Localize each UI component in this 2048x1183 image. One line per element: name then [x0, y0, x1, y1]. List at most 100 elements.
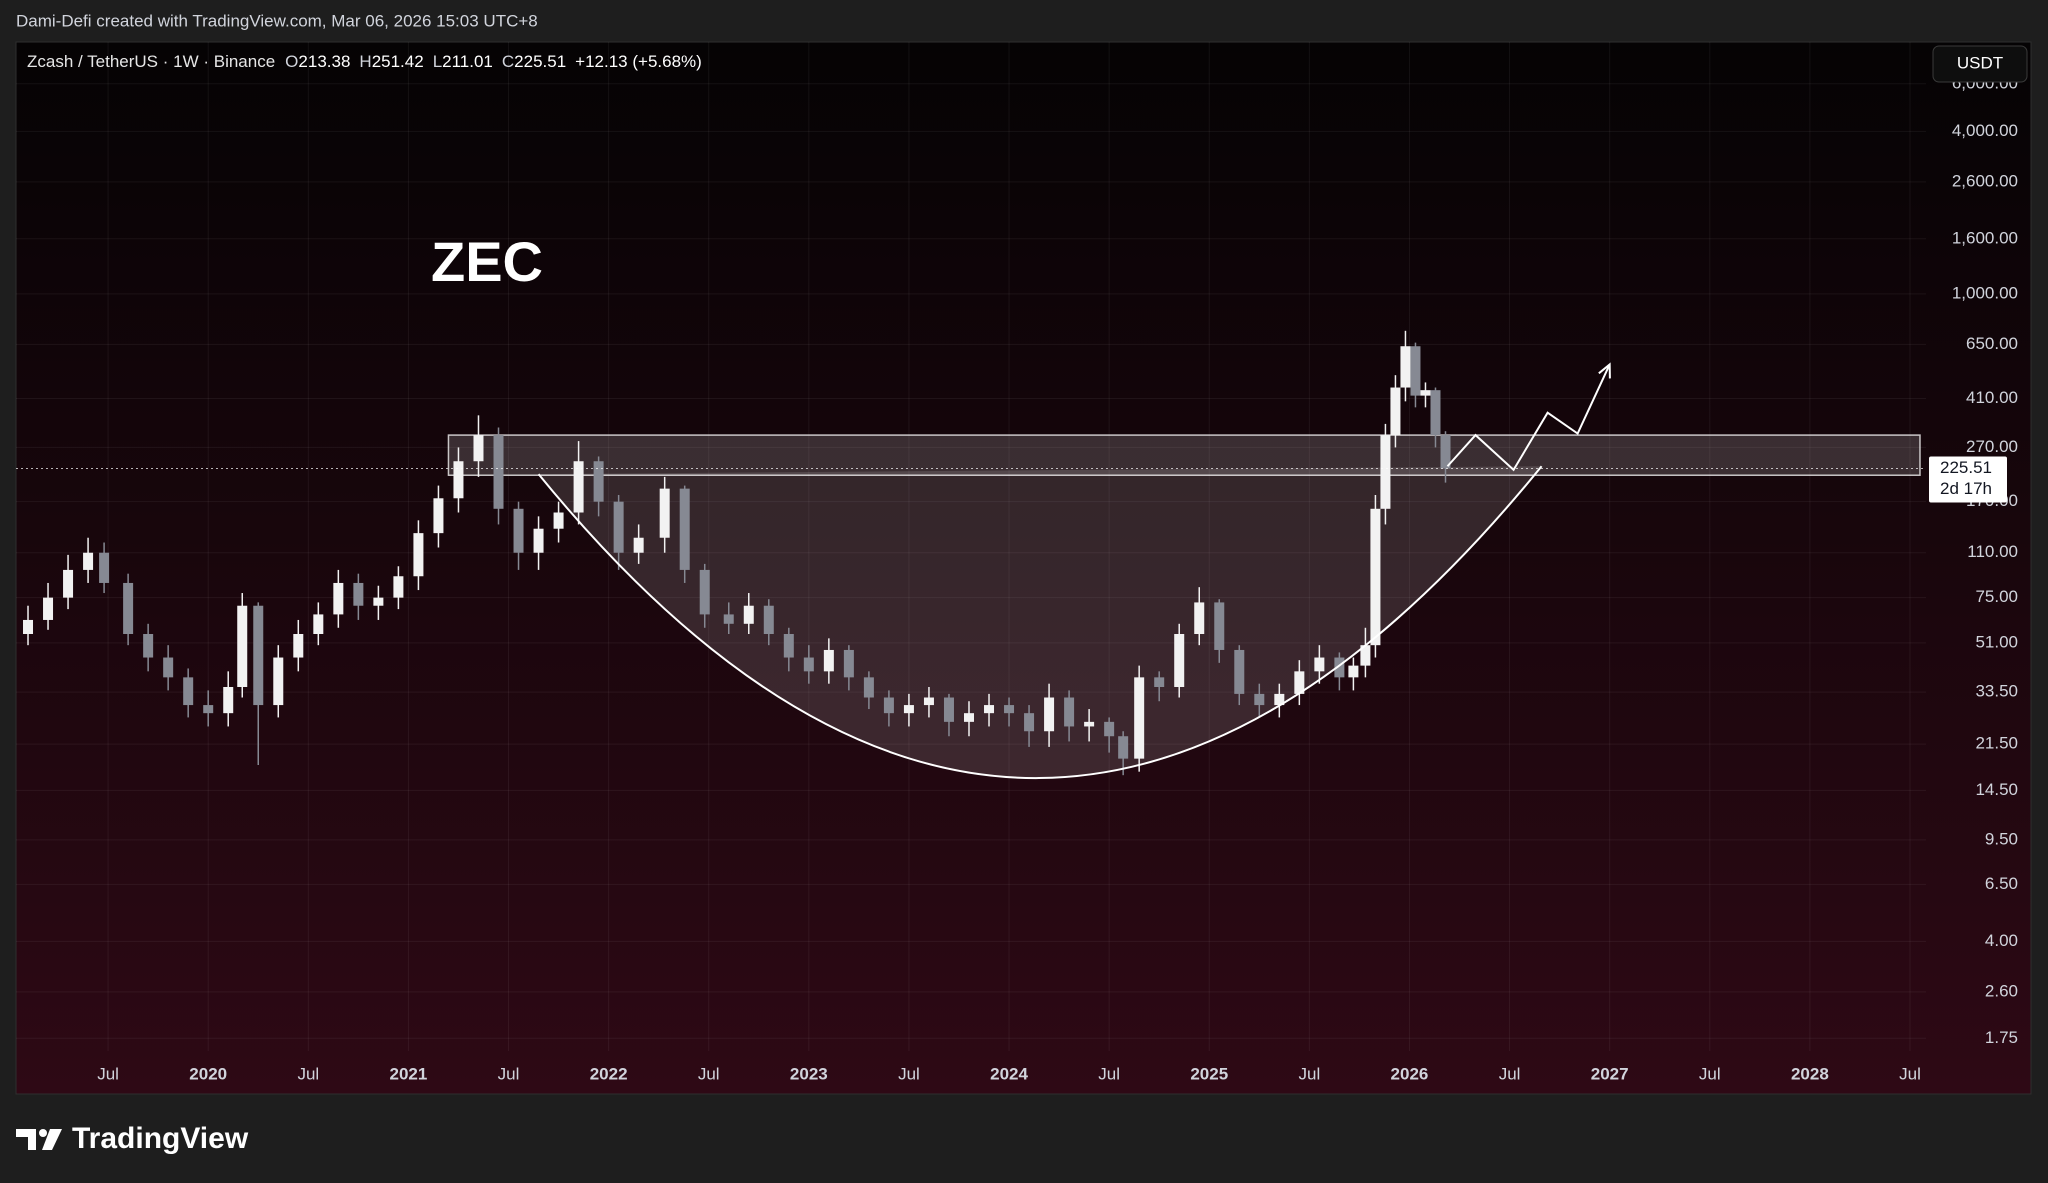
y-tick-label: 21.50	[1975, 734, 2018, 753]
x-tick-label: 2024	[990, 1064, 1028, 1083]
ohlc-label: C	[502, 52, 514, 71]
candle-body	[783, 633, 794, 658]
candle-body	[1084, 721, 1095, 727]
candle-body	[863, 677, 874, 698]
x-tick-label: 2020	[189, 1064, 227, 1083]
candle-body	[613, 501, 624, 553]
x-tick-label: 2026	[1391, 1064, 1429, 1083]
candle-body	[573, 461, 584, 513]
candle-body	[763, 605, 774, 634]
candle-body	[699, 569, 710, 615]
candle-body	[1294, 671, 1305, 694]
candle-body	[1214, 602, 1225, 650]
symbol: Zcash / TetherUS · 1W · Binance	[27, 52, 275, 71]
x-tick-label: Jul	[1899, 1064, 1921, 1083]
currency-label[interactable]: USDT	[1957, 53, 2003, 72]
y-tick-label: 1,600.00	[1952, 228, 2018, 247]
y-tick-label: 2.60	[1985, 981, 2018, 1000]
x-tick-label: 2022	[590, 1064, 628, 1083]
logo-icon	[16, 1129, 36, 1150]
candle-body	[679, 488, 690, 570]
x-tick-label: Jul	[97, 1064, 119, 1083]
y-tick-label: 75.00	[1975, 587, 2018, 606]
ohlc-label: L	[433, 52, 442, 71]
candle-body	[1234, 649, 1245, 694]
x-tick-label: Jul	[1699, 1064, 1721, 1083]
x-tick-label: Jul	[698, 1064, 720, 1083]
annotation: ZEC	[431, 230, 543, 293]
logo-icon	[42, 1129, 62, 1150]
y-tick-label: 270.00	[1966, 437, 2018, 456]
candle-body	[493, 435, 504, 509]
candle-body	[203, 705, 214, 714]
plot-area	[23, 330, 1921, 780]
currency-button[interactable]	[1932, 45, 2028, 83]
ohlc-value: 211.01	[442, 52, 493, 71]
chart-background	[15, 41, 2032, 1095]
last-price-box	[1929, 456, 2007, 503]
candle-body	[1118, 736, 1129, 759]
candle-body	[1044, 697, 1055, 732]
candle-body	[253, 605, 264, 706]
y-tick-label: 33.50	[1975, 682, 2018, 701]
x-tick-label: Jul	[898, 1064, 920, 1083]
x-tick-label: 2023	[790, 1064, 828, 1083]
candle-body	[123, 582, 134, 634]
candle-body	[143, 633, 154, 658]
candle-body	[1370, 508, 1381, 646]
cup-curve	[537, 465, 1543, 780]
candle-body	[23, 619, 34, 634]
candle-body	[923, 697, 934, 706]
candle-body	[273, 657, 284, 706]
y-tick-label: 650.00	[1966, 334, 2018, 353]
projection-arrowhead	[1598, 362, 1611, 379]
candle-body	[533, 528, 544, 553]
overlay: 225.51 2d 17h	[16, 456, 2007, 503]
y-tick-label: 4,000.00	[1952, 121, 2018, 140]
candle-body	[723, 614, 734, 624]
x-tick-label: Jul	[1499, 1064, 1521, 1083]
y-tick-label: 2,600.00	[1952, 171, 2018, 190]
resistance-zone	[447, 434, 1921, 476]
candle-body	[1348, 665, 1359, 678]
candle-body	[593, 461, 604, 502]
ohlc-value: 213.38	[298, 52, 350, 71]
candle-body	[353, 582, 364, 606]
x-tick-label: Jul	[297, 1064, 319, 1083]
candle-body	[293, 633, 304, 658]
logo-icon	[39, 1129, 47, 1137]
candle-body	[1410, 346, 1421, 396]
change: +12.13 (+5.68%)	[575, 52, 702, 71]
candle-body	[1254, 693, 1265, 706]
candle-body	[1390, 387, 1401, 436]
x-tick-label: Jul	[498, 1064, 520, 1083]
axes: Jul 2020 Jul 2021 Jul 2022 Jul 2023 Jul 2024 Jul 20…	[97, 73, 2018, 1083]
y-tick-label: 1,000.00	[1952, 283, 2018, 302]
x-tick-label: 2025	[1190, 1064, 1228, 1083]
candle-body	[1274, 693, 1285, 706]
candle-body	[1400, 346, 1411, 388]
y-tick-label: 9.50	[1985, 829, 2018, 848]
candle-body	[1380, 435, 1391, 509]
candle-body	[633, 537, 644, 553]
candle-body	[473, 435, 484, 462]
last-price-label: 225.51	[1940, 458, 1992, 477]
candle-body	[743, 605, 754, 624]
candle-body	[1024, 713, 1035, 732]
credit: Dami-Defi created with TradingView.com, …	[16, 11, 538, 30]
candle-body	[1194, 602, 1205, 634]
candle-body	[1064, 697, 1075, 727]
y-tick-label: 110.00	[1967, 542, 2018, 561]
candle-body	[1430, 390, 1441, 436]
candle-body	[1174, 633, 1185, 687]
ohlc-label: O	[285, 52, 298, 71]
candle-body	[1440, 435, 1451, 469]
candle-body	[99, 552, 110, 583]
y-tick-label: 410.00	[1966, 388, 2018, 407]
symbol-legend: Zcash / TetherUS · 1W · Binance O213.38 H2…	[27, 52, 702, 71]
candle-body	[883, 697, 894, 714]
x-tick-label: 2021	[389, 1064, 427, 1083]
candle-body	[823, 649, 834, 672]
candle-body	[659, 488, 670, 538]
projection-path	[1446, 364, 1611, 472]
